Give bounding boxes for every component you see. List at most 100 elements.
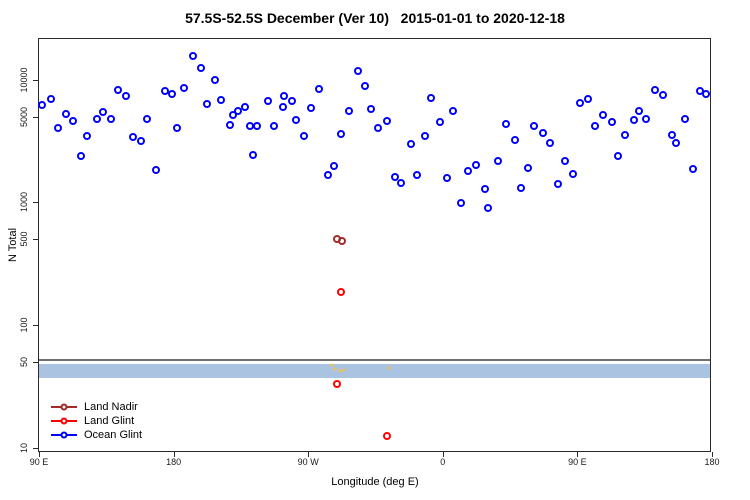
data-point-ocean-glint xyxy=(82,131,91,140)
legend-item: Land Glint xyxy=(51,414,142,428)
data-point-ocean-glint xyxy=(287,97,296,106)
data-point-ocean-glint xyxy=(61,110,70,119)
x-axis-tick-label: 180 xyxy=(166,457,182,467)
reference-band xyxy=(39,364,710,379)
y-axis-tick xyxy=(33,79,38,81)
data-point-ocean-glint xyxy=(263,97,272,106)
y-axis-tick-label: 100 xyxy=(19,317,29,333)
data-point-ocean-glint xyxy=(136,137,145,146)
data-point-ocean-glint xyxy=(307,103,316,112)
y-axis-tick-label: 500 xyxy=(19,231,29,247)
legend-label: Land Glint xyxy=(84,415,135,427)
data-point-ocean-glint xyxy=(598,110,607,119)
data-point-ocean-glint xyxy=(280,92,289,101)
y-axis-tick xyxy=(33,362,38,364)
data-point-ocean-glint xyxy=(583,94,592,103)
data-point-ocean-glint xyxy=(396,179,405,188)
y-axis-tick xyxy=(33,116,38,118)
data-point-ocean-glint xyxy=(621,131,630,140)
chart-title: 57.5S-52.5S December (Ver 10) 2015-01-01… xyxy=(185,10,565,26)
data-point-ocean-glint xyxy=(530,121,539,130)
data-point-ocean-glint xyxy=(253,121,262,130)
legend-circle-icon xyxy=(60,417,68,425)
data-point-ocean-glint xyxy=(299,131,308,140)
data-point-ocean-glint xyxy=(471,161,480,170)
x-axis-tick-label: 180 xyxy=(704,457,720,467)
x-axis-tick xyxy=(577,452,579,457)
legend-label: Land Nadir xyxy=(84,401,138,413)
data-point-ocean-glint xyxy=(607,117,616,126)
data-point-flagged-yellow xyxy=(333,367,337,371)
data-point-ocean-glint xyxy=(435,117,444,126)
data-point-ocean-glint xyxy=(189,52,198,61)
data-point-ocean-glint xyxy=(245,121,254,130)
x-axis-tick xyxy=(39,452,40,457)
legend-item: Ocean Glint xyxy=(51,428,142,442)
data-point-ocean-glint xyxy=(278,103,287,112)
data-point-ocean-glint xyxy=(142,115,151,124)
data-point-ocean-glint xyxy=(269,122,278,131)
data-point-ocean-glint xyxy=(494,157,503,166)
data-point-ocean-glint xyxy=(168,89,177,98)
y-axis-tick-label: 10000 xyxy=(19,67,29,93)
data-point-ocean-glint xyxy=(642,114,651,123)
data-point-ocean-glint xyxy=(248,151,257,160)
data-point-ocean-glint xyxy=(658,91,667,100)
data-point-ocean-glint xyxy=(374,123,383,132)
data-point-ocean-glint xyxy=(576,98,585,107)
data-point-ocean-glint xyxy=(480,184,489,193)
data-point-ocean-glint xyxy=(464,167,473,176)
data-point-ocean-glint xyxy=(426,93,435,102)
data-point-ocean-glint xyxy=(202,100,211,109)
y-axis-tick-label: 50 xyxy=(19,357,29,368)
data-point-ocean-glint xyxy=(539,129,547,138)
data-point-ocean-glint xyxy=(229,110,238,119)
data-point-ocean-glint xyxy=(344,107,353,115)
data-point-ocean-glint xyxy=(180,83,189,92)
data-point-ocean-glint xyxy=(211,75,220,84)
x-axis-tick xyxy=(173,452,175,457)
data-point-ocean-glint xyxy=(553,180,562,189)
data-point-flagged-yellow xyxy=(387,366,391,370)
data-point-ocean-glint xyxy=(672,138,681,147)
data-point-ocean-glint xyxy=(69,117,78,125)
x-axis-tick-label: 90 E xyxy=(29,457,49,467)
data-point-ocean-glint xyxy=(524,163,533,172)
plot-area: 90 E 180 90 W 0 90 E 180 10 50 100 500 1000 5000 100… xyxy=(19,38,720,467)
data-point-ocean-glint xyxy=(226,120,235,129)
y-axis-tick-label: 1000 xyxy=(19,192,29,213)
data-point-flagged-yellow xyxy=(330,363,334,367)
y-axis-tick xyxy=(33,202,38,204)
data-point-ocean-glint xyxy=(46,95,55,104)
legend-marker-icon xyxy=(51,402,77,412)
legend-marker-icon xyxy=(51,430,77,440)
data-point-ocean-glint xyxy=(292,115,301,124)
data-point-ocean-glint xyxy=(613,151,622,160)
data-point-ocean-glint xyxy=(702,90,711,99)
data-point-ocean-glint xyxy=(196,63,205,72)
reference-line xyxy=(39,358,710,361)
data-point-land-glint xyxy=(332,380,341,389)
data-point-land-glint xyxy=(383,432,392,441)
data-point-flagged-yellow xyxy=(338,369,342,373)
data-point-ocean-glint xyxy=(114,85,123,94)
data-point-ocean-glint xyxy=(483,204,492,213)
data-point-ocean-glint xyxy=(510,136,519,145)
data-point-ocean-glint xyxy=(353,66,362,75)
data-point-ocean-glint xyxy=(667,131,676,140)
data-point-ocean-glint xyxy=(390,172,399,181)
data-point-ocean-glint xyxy=(323,171,332,180)
data-point-ocean-glint xyxy=(688,165,697,174)
data-point-ocean-glint xyxy=(449,107,458,115)
data-point-ocean-glint xyxy=(54,123,63,132)
data-point-ocean-glint xyxy=(233,107,242,115)
data-point-ocean-glint xyxy=(217,96,226,104)
data-point-ocean-glint xyxy=(37,101,46,110)
y-axis-tick-label: 10 xyxy=(19,442,29,454)
data-point-ocean-glint xyxy=(681,115,690,124)
data-point-ocean-glint xyxy=(337,130,346,139)
y-axis-tick xyxy=(33,239,38,241)
data-point-ocean-glint xyxy=(413,171,422,180)
x-axis-tick-label: 0 xyxy=(440,457,446,467)
